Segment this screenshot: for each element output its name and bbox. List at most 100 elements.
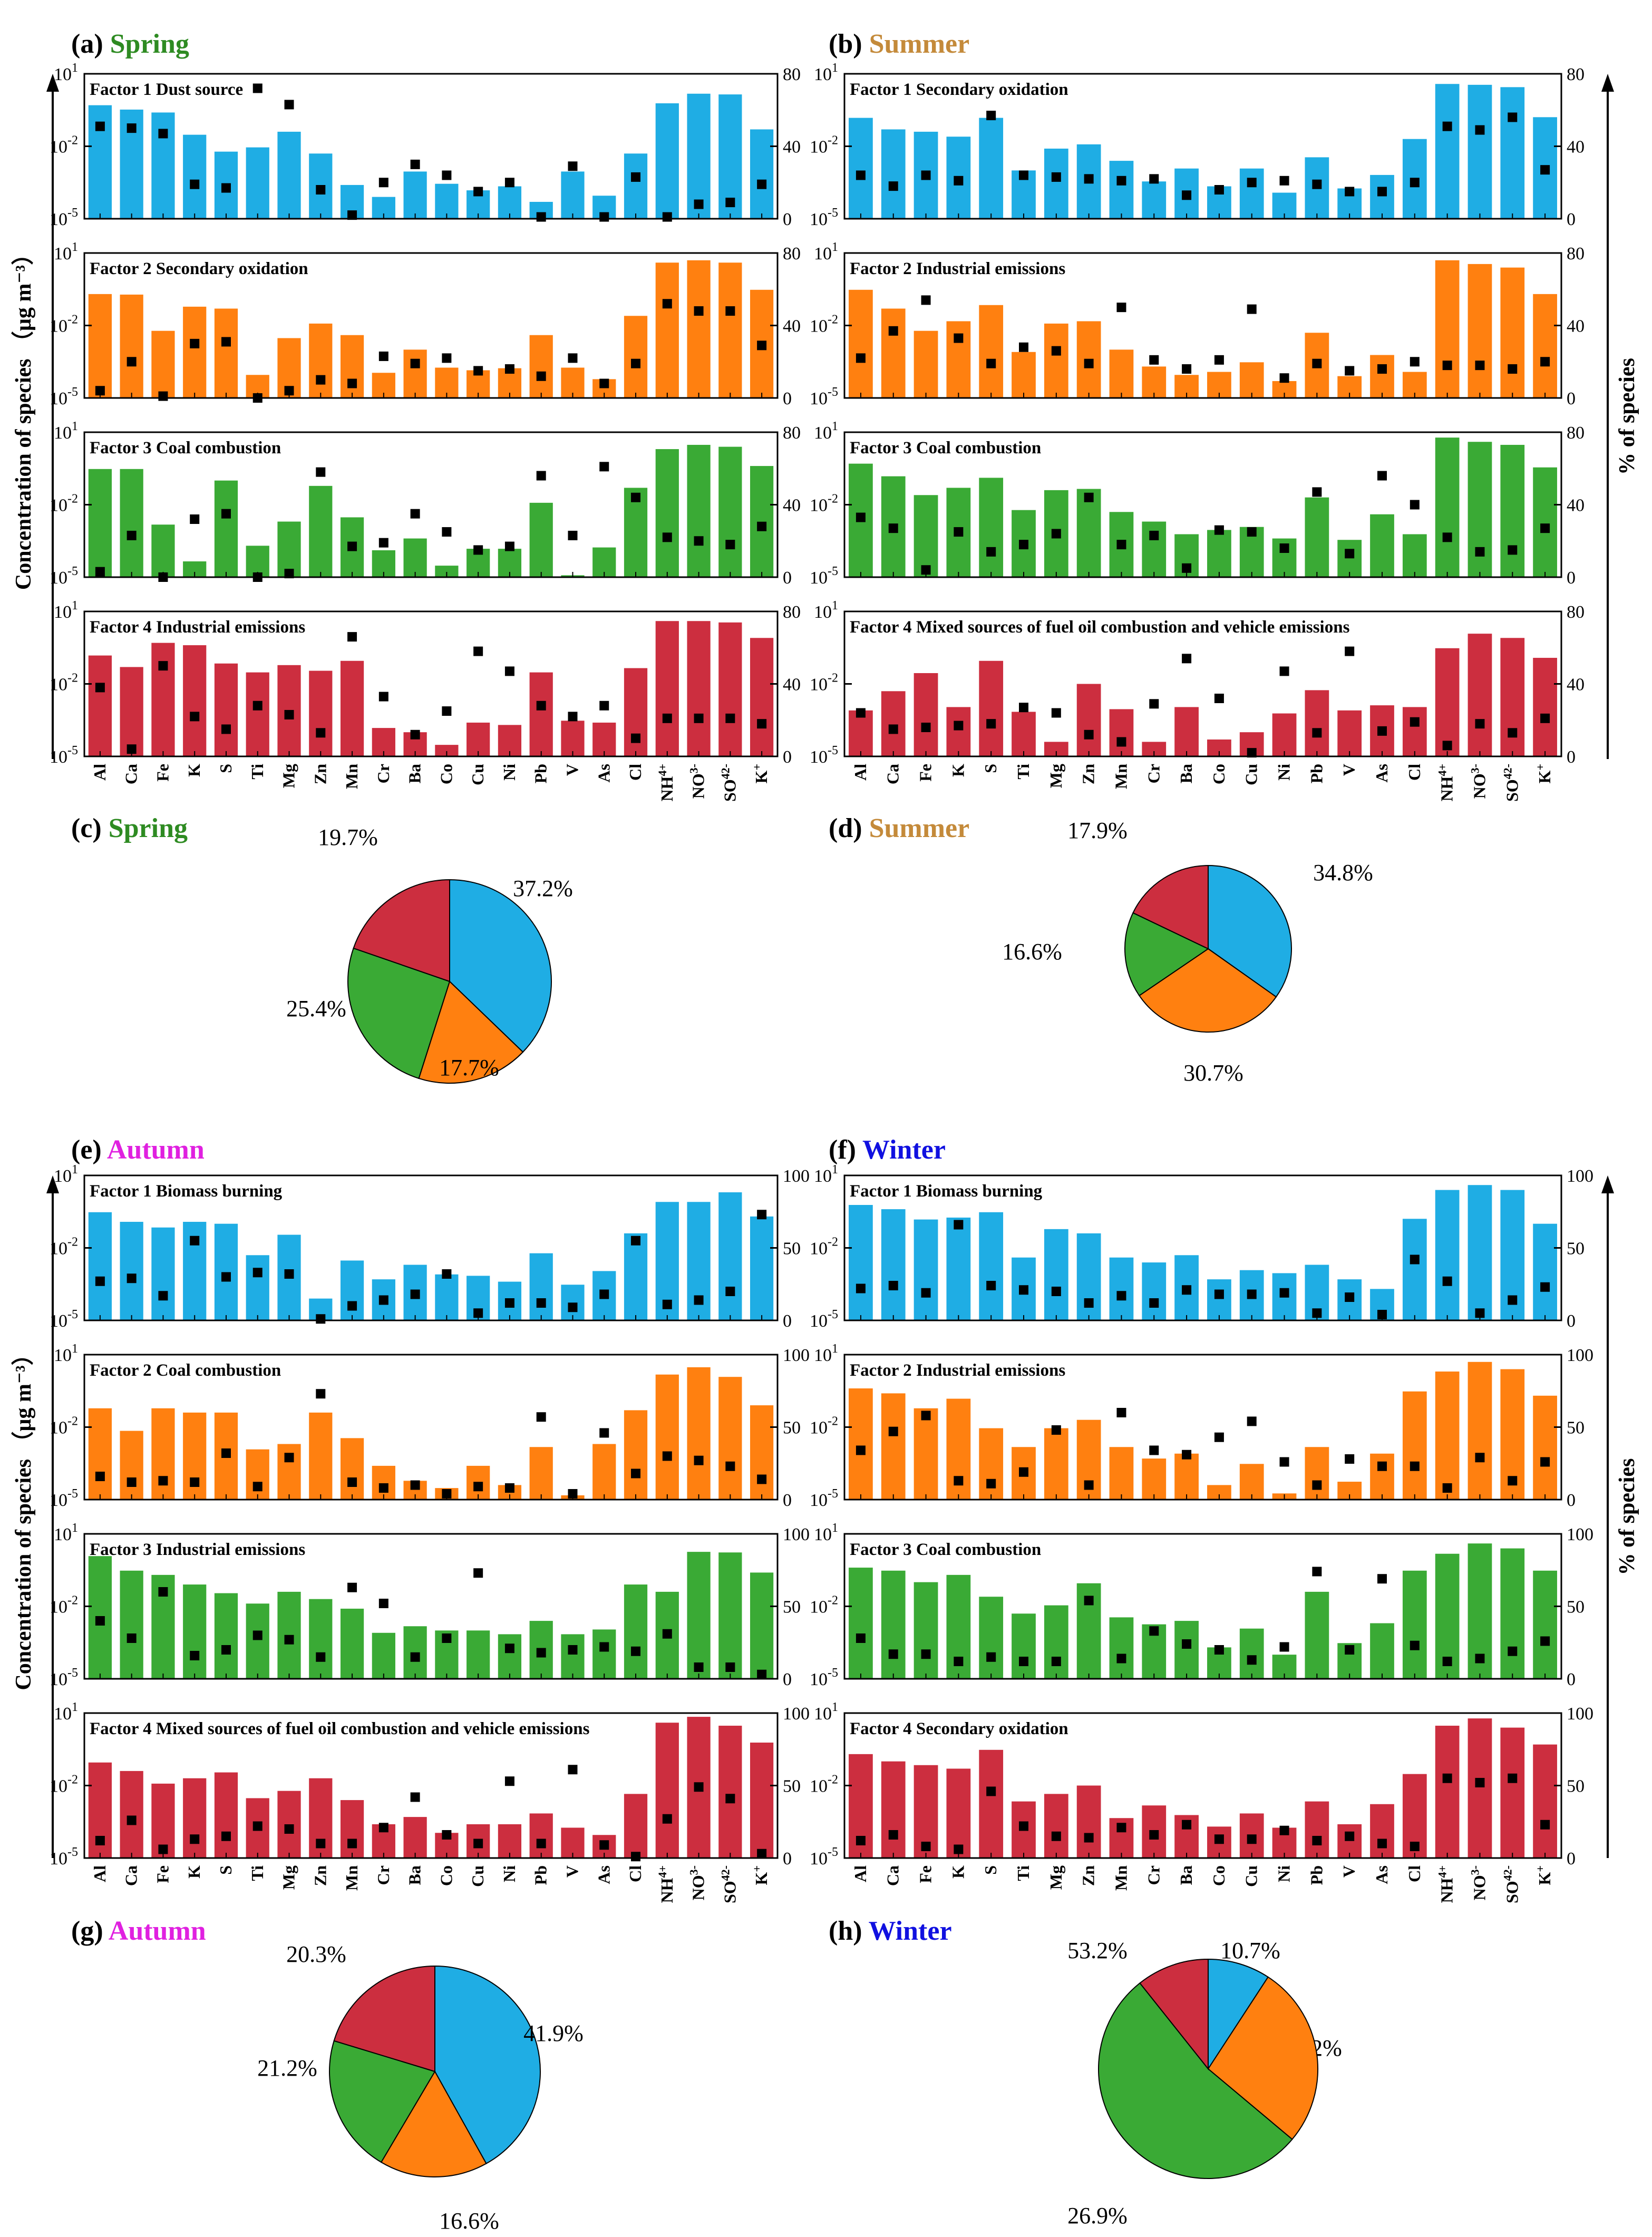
bar-Al bbox=[849, 710, 873, 756]
species-base: Ni bbox=[1275, 1865, 1294, 1882]
species-label-Ba: Ba bbox=[1177, 764, 1196, 783]
species-sup: 42- bbox=[1501, 764, 1514, 779]
right-axis-label: % of species bbox=[1615, 358, 1639, 475]
species-label-Cr: Cr bbox=[1144, 764, 1163, 783]
conc-tick-label: 101 bbox=[54, 1700, 78, 1724]
pct-marker-Cr bbox=[378, 1295, 388, 1305]
species-base: Zn bbox=[1079, 1865, 1098, 1886]
pct-marker-Pb bbox=[1312, 1308, 1322, 1318]
bar-Al bbox=[88, 294, 112, 398]
species-base: Co bbox=[1209, 764, 1228, 784]
species-label-Ba: Ba bbox=[405, 1865, 424, 1885]
bar-As bbox=[1370, 514, 1394, 577]
pct-marker-V bbox=[1345, 646, 1355, 656]
panel-letter-d: (d) bbox=[829, 813, 869, 843]
species-label-Ni: Ni bbox=[1275, 1865, 1294, 1882]
conc-tick-label: 10-5 bbox=[810, 206, 838, 229]
pct-marker-Cr bbox=[1149, 699, 1159, 709]
species-base: Co bbox=[1209, 1865, 1228, 1886]
pct-marker-As bbox=[1377, 1839, 1387, 1849]
pct-marker-K bbox=[954, 1657, 964, 1666]
species-base: Ti bbox=[248, 764, 267, 780]
season-label-d: Summer bbox=[869, 813, 970, 843]
factor-title: Factor 1 Secondary oxidation bbox=[850, 80, 1068, 99]
pct-marker-Ba bbox=[1182, 1639, 1192, 1649]
panel-title-e: (e) Autumn bbox=[71, 1135, 205, 1165]
species-label-Cl: Cl bbox=[626, 1865, 645, 1882]
pct-tick-label: 100 bbox=[783, 1346, 810, 1365]
pct-marker-Mg bbox=[1051, 1287, 1061, 1296]
pct-marker-Al bbox=[95, 121, 105, 131]
pct-marker-Co bbox=[442, 170, 452, 180]
pct-marker-Ti bbox=[1019, 1467, 1028, 1477]
pct-marker-V bbox=[1345, 1645, 1355, 1655]
bar-SO42- bbox=[718, 1725, 742, 1858]
pct-marker-Cl bbox=[631, 1646, 641, 1656]
bar-NO3- bbox=[1468, 1185, 1492, 1320]
bar-K+ bbox=[1533, 467, 1557, 577]
pct-marker-Al bbox=[95, 683, 105, 693]
factor-title: Factor 4 Industrial emissions bbox=[90, 618, 305, 637]
pct-marker-NO3- bbox=[1475, 1308, 1485, 1318]
bar-Mg bbox=[1044, 1229, 1068, 1320]
bar-Al bbox=[849, 1205, 873, 1320]
pct-marker-Mg bbox=[1051, 172, 1061, 182]
conc-tick-exp: -5 bbox=[828, 744, 838, 757]
conc-tick-base: 10 bbox=[54, 65, 72, 84]
season-label-f: Winter bbox=[862, 1135, 946, 1165]
species-label-NO3-: NO3- bbox=[687, 1865, 708, 1900]
bar-V bbox=[561, 721, 585, 756]
panel-title-d: (d) Summer bbox=[829, 813, 969, 843]
pct-marker-SO42- bbox=[725, 1794, 735, 1804]
species-label-Ti: Ti bbox=[248, 764, 267, 780]
conc-tick-base: 10 bbox=[54, 1704, 72, 1724]
pct-marker-Al bbox=[95, 1276, 105, 1286]
pct-marker-Pb bbox=[1312, 179, 1322, 189]
conc-tick-exp: -5 bbox=[67, 1308, 78, 1321]
conc-tick-exp: -5 bbox=[828, 1308, 838, 1321]
bar-NH4+ bbox=[1435, 1725, 1460, 1858]
bar-Al bbox=[88, 1408, 112, 1500]
pct-marker-S bbox=[986, 547, 996, 557]
bar-NO3- bbox=[687, 1552, 711, 1679]
bar-Mn bbox=[340, 1438, 364, 1500]
right-axis-label-group: % of species bbox=[1601, 74, 1639, 759]
pct-marker-Fe bbox=[921, 565, 931, 575]
pct-marker-Fe bbox=[921, 170, 931, 180]
pct-marker-Cu bbox=[473, 187, 483, 197]
species-base: Cr bbox=[1144, 764, 1163, 783]
bar-Ca bbox=[881, 1761, 906, 1858]
pct-marker-Cr bbox=[378, 1483, 388, 1493]
conc-tick-label: 10-2 bbox=[810, 313, 838, 336]
bar-Cr bbox=[1142, 181, 1167, 219]
bar-S bbox=[979, 478, 1004, 577]
species-label-Cl: Cl bbox=[1405, 764, 1424, 781]
species-base: Cr bbox=[374, 764, 393, 783]
bar-Fe bbox=[151, 1408, 175, 1500]
conc-tick-exp: 1 bbox=[832, 1342, 838, 1356]
bar-K+ bbox=[1533, 1570, 1557, 1679]
pct-marker-K bbox=[954, 1844, 964, 1854]
bar-Cl bbox=[624, 1794, 648, 1858]
bar-Ba bbox=[1174, 1621, 1199, 1679]
bar-Cl bbox=[624, 316, 648, 398]
pct-tick-label: 100 bbox=[783, 1525, 810, 1544]
conc-tick-exp: -5 bbox=[67, 385, 78, 399]
conc-tick-label: 10-5 bbox=[50, 1308, 78, 1331]
bar-Zn bbox=[309, 1599, 333, 1679]
pct-marker-As bbox=[599, 1642, 609, 1652]
pie-slice-red bbox=[1132, 864, 1209, 950]
pct-marker-Ni bbox=[1279, 176, 1289, 186]
pct-tick-label: 50 bbox=[1567, 1598, 1585, 1617]
conc-tick-exp: 1 bbox=[832, 1521, 838, 1535]
pct-tick-label: 0 bbox=[783, 1849, 792, 1869]
pct-marker-NH4+ bbox=[662, 1629, 672, 1639]
pct-marker-S bbox=[986, 1479, 996, 1489]
conc-tick-exp: 1 bbox=[832, 1163, 838, 1176]
pct-marker-NH4+ bbox=[1442, 532, 1452, 542]
pie-slice-red bbox=[1139, 1958, 1209, 2070]
conc-tick-base: 10 bbox=[814, 1166, 832, 1186]
panel-letter-h: (h) bbox=[829, 1916, 869, 1946]
